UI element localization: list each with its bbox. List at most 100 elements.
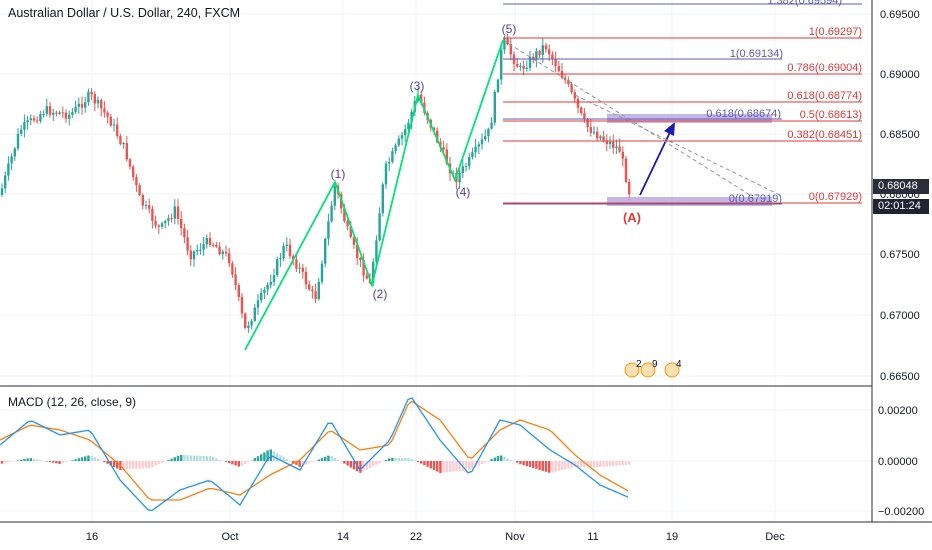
candle-body	[532, 56, 535, 60]
candle-body	[391, 151, 394, 162]
macd-histogram-bar	[58, 461, 61, 464]
macd-histogram-bar	[567, 461, 570, 469]
macd-histogram-bar	[13, 461, 16, 462]
event-count: 2	[636, 359, 642, 370]
candle-body	[615, 146, 618, 148]
macd-histogram-bar	[407, 458, 410, 461]
macd-histogram-bar	[484, 461, 487, 463]
elliott-wave-drawing[interactable]: (1) (2) (3) (4) (5) (A)	[244, 22, 675, 351]
macd-histogram-bar	[276, 453, 279, 461]
macd-histogram-bar	[132, 461, 135, 470]
candle-body	[567, 80, 570, 85]
macd-histogram-bar	[311, 461, 314, 463]
macd-histogram-bar	[525, 461, 528, 467]
candle-body	[544, 45, 548, 50]
macd-tick-label: 0.00200	[878, 405, 918, 417]
macd-histogram-bar	[618, 461, 621, 466]
event-flag-icon	[664, 362, 680, 378]
macd-histogram-bar	[336, 459, 340, 461]
macd-histogram-bar	[320, 458, 324, 461]
macd-histogram-bar	[551, 461, 554, 473]
fib-red-label: 1(0.69297)	[809, 26, 862, 38]
wave-label-0: (1)	[331, 167, 346, 181]
fib-blue-label: 0.618(0.68674)	[706, 108, 781, 120]
candle-body	[311, 289, 314, 292]
candle-body	[538, 51, 541, 55]
macd-histogram-bar	[343, 461, 346, 464]
macd-histogram-bar	[218, 459, 221, 461]
candle-body	[314, 291, 317, 300]
macd-histogram-bar	[42, 460, 45, 462]
candle-body	[58, 112, 61, 114]
candle-body	[608, 141, 612, 145]
candle-body	[295, 259, 298, 269]
candle-body	[176, 206, 180, 219]
macd-histogram-bar	[544, 461, 548, 472]
macd-histogram-bar	[138, 461, 141, 469]
macd-histogram-bar	[160, 461, 164, 463]
macd-histogram-bar	[445, 461, 448, 473]
candle-body	[269, 282, 272, 285]
macd-histogram-bar	[250, 460, 253, 461]
candle-body	[330, 205, 333, 222]
candle-body	[541, 45, 544, 55]
fibonacci-drawings[interactable]: 1(0.69297) 0.786(0.69004) 0.618(0.68774) 0.…	[502, 0, 862, 206]
macd-histogram-bar	[391, 458, 394, 461]
macd-histogram-bar	[327, 455, 330, 461]
candle-body	[215, 244, 218, 247]
macd-histogram-bar	[103, 461, 106, 463]
macd-histogram-bar	[87, 455, 90, 461]
candle-body	[528, 56, 532, 68]
macd-histogram-bar	[359, 461, 362, 473]
candle-body	[612, 141, 615, 148]
price-tick-label: 0.69000	[880, 69, 920, 81]
macd-histogram-bar	[535, 461, 538, 469]
candle-body	[7, 163, 10, 176]
macd-histogram-bar	[394, 458, 397, 461]
candle-body	[458, 173, 461, 183]
symbol-title[interactable]: Australian Dollar / U.S. Dollar, 240, FX…	[8, 6, 241, 20]
macd-histogram-bar	[375, 461, 378, 465]
macd-histogram-bar	[80, 457, 84, 461]
candle-body	[327, 221, 330, 239]
macd-histogram-bar	[32, 458, 36, 461]
candle-body	[365, 275, 368, 279]
macd-histogram-bar	[253, 458, 256, 461]
macd-histogram-bar	[317, 459, 320, 461]
event-count: 4	[676, 359, 682, 370]
macd-indicator-title[interactable]: MACD (12, 26, close, 9)	[8, 395, 137, 409]
macd-histogram-bar	[269, 449, 272, 461]
macd-histogram-bar	[205, 456, 208, 461]
candle-body	[157, 225, 160, 227]
macd-histogram-bar	[608, 461, 612, 467]
candle-body	[26, 120, 29, 122]
macd-histogram-bar	[368, 461, 372, 468]
candle-body	[573, 92, 576, 99]
macd-histogram-bar	[176, 455, 180, 461]
candle-body	[292, 256, 295, 260]
candle-body	[160, 223, 164, 227]
macd-histogram-bar	[349, 461, 352, 468]
candle-body	[240, 296, 244, 314]
macd-histogram-bar	[352, 461, 356, 470]
fib-blue-label: 1(0.69134)	[730, 48, 783, 60]
support-zone	[607, 197, 772, 206]
macd-histogram-bar	[39, 460, 42, 461]
macd-histogram-bar	[528, 461, 532, 467]
macd-histogram-bar	[564, 461, 567, 470]
candle-body	[583, 113, 586, 120]
macd-histogram-bar	[314, 460, 317, 462]
macd-histogram-bar	[36, 459, 39, 461]
candle-body	[231, 263, 234, 275]
candle-body	[506, 38, 509, 45]
macd-histogram-bar	[135, 461, 138, 470]
candle-body	[64, 112, 68, 119]
elliott-wave-line	[244, 39, 504, 351]
fib-red-label: 0.382(0.68451)	[787, 129, 862, 141]
macd-histogram-bar	[522, 461, 525, 466]
candle-body	[420, 94, 423, 103]
fib-blue-label: 0(0.67919)	[729, 193, 782, 205]
candle-body	[84, 102, 87, 108]
macd-histogram-bar	[404, 458, 407, 461]
